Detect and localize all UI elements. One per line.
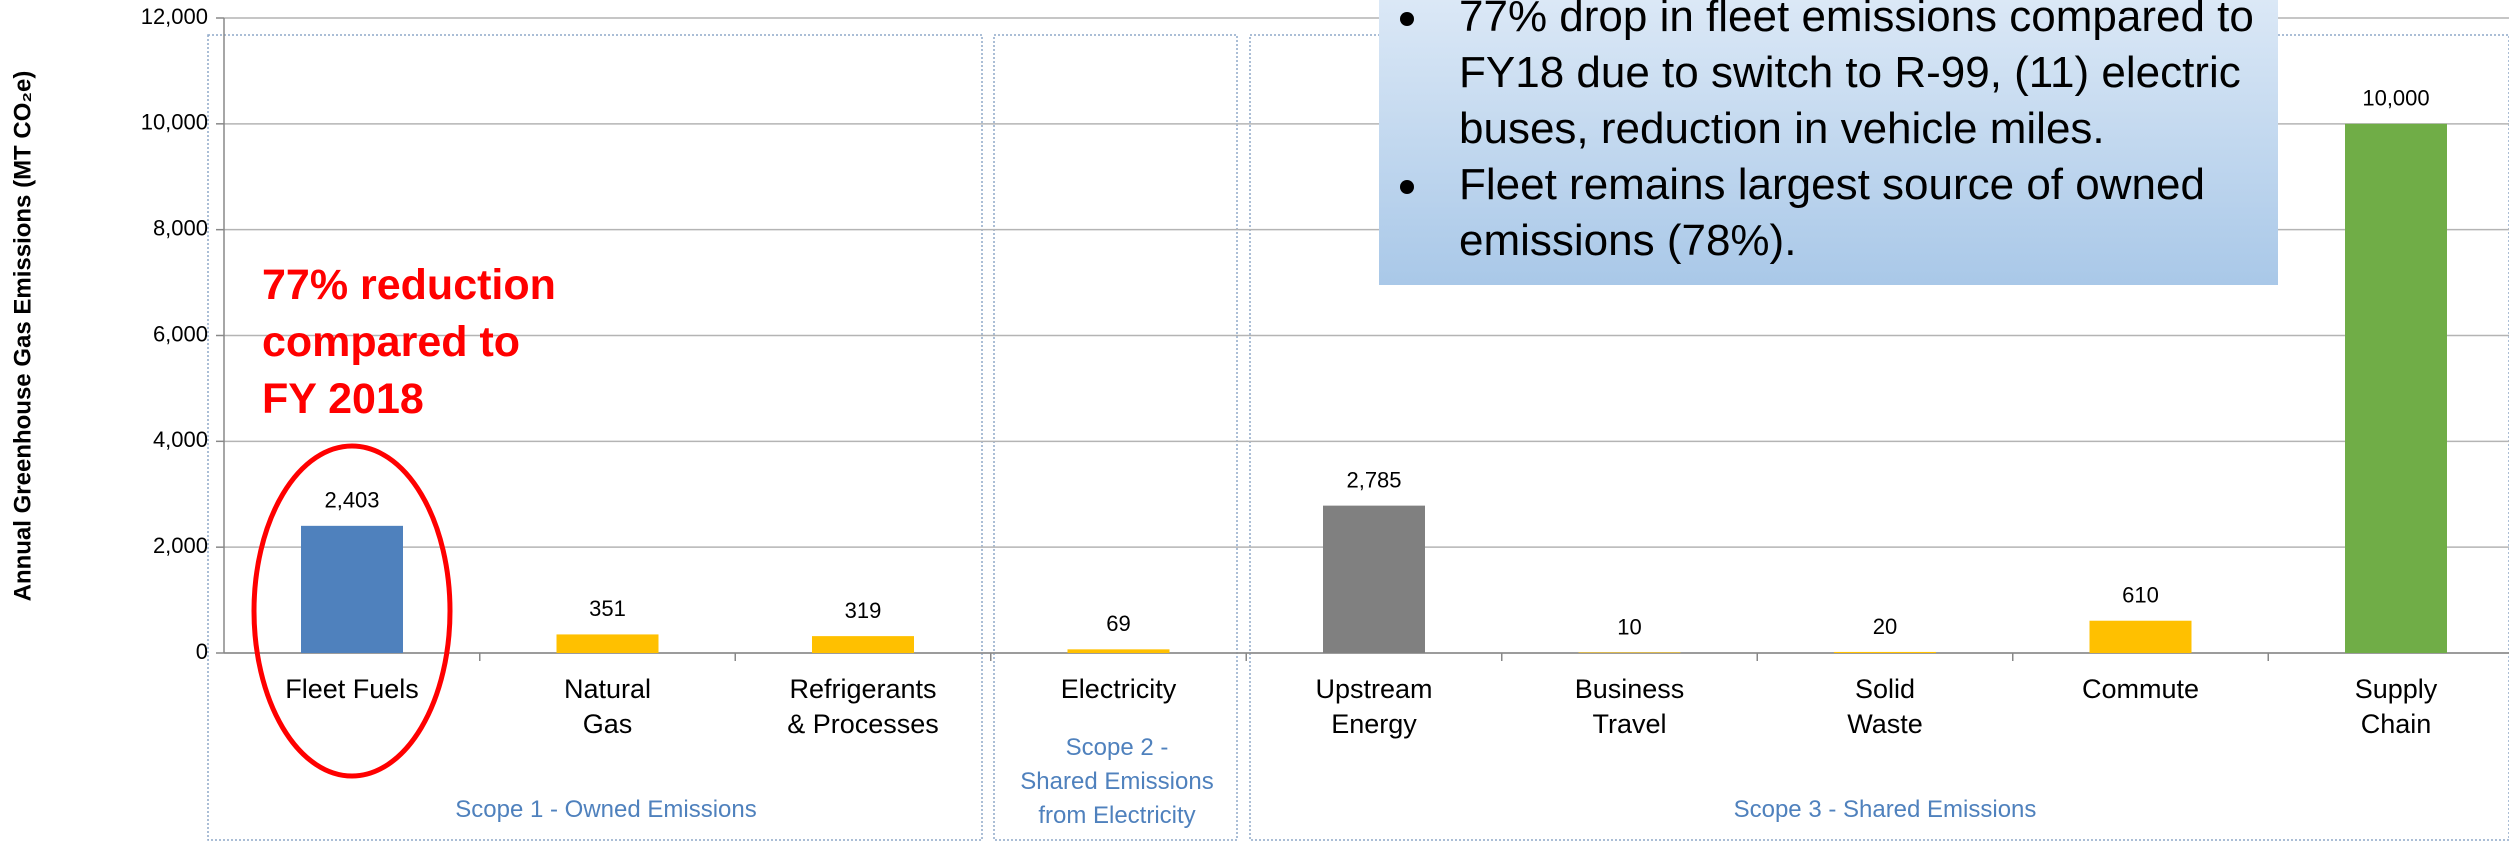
bar [1578, 652, 1681, 653]
bar [812, 636, 914, 653]
callout-text: 77% drop in fleet emissions compared to F… [1459, 0, 2254, 153]
x-tick-label: Fleet Fuels [285, 674, 419, 704]
y-tick-label: 12,000 [141, 4, 208, 29]
y-axis-title: Annual Greenhouse Gas Emissions (MT CO₂e… [9, 71, 36, 602]
y-tick-label: 6,000 [153, 321, 208, 346]
bar [556, 634, 659, 653]
x-tick-label: Electricity [1061, 674, 1177, 704]
group-label: Scope 2 -Shared Emissions from Electricit… [1020, 734, 1213, 829]
bullet [1400, 180, 1414, 194]
value-label: 20 [1873, 614, 1897, 639]
y-tick-label: 4,000 [153, 427, 208, 452]
bar [2345, 123, 2447, 654]
value-label: 10 [1617, 614, 1641, 639]
y-tick-label: 8,000 [153, 215, 208, 240]
bar [1323, 505, 1425, 653]
annotation: 77% reduction compared to FY 2018 [262, 261, 556, 423]
bar [1834, 651, 1936, 653]
x-tick-label: Supply Chain [2355, 674, 2438, 739]
group-label: Scope 1 - Owned Emissions [455, 796, 756, 823]
value-label: 2,785 [1346, 467, 1401, 492]
bullet [1400, 12, 1414, 26]
group-frame [207, 34, 983, 841]
value-label: 610 [2122, 583, 2159, 608]
group-label: Scope 3 - Shared Emissions [1734, 796, 2037, 823]
x-tick-label: Business Travel [1575, 674, 1685, 739]
value-label: 69 [1106, 611, 1130, 636]
y-tick-label: 2,000 [153, 533, 208, 558]
bar [301, 525, 403, 653]
x-tick-label: Solid Waste [1847, 674, 1923, 739]
bar [1067, 649, 1170, 653]
x-tick-label: Natural Gas [564, 674, 651, 739]
group-frame [993, 34, 1238, 841]
y-tick-label: 10,000 [141, 110, 208, 135]
value-label: 319 [845, 598, 882, 623]
callout-text: Fleet remains largest source of owned emi… [1459, 160, 2205, 265]
y-tick-label: 0 [196, 639, 208, 664]
value-label: 10,000 [2362, 86, 2429, 111]
x-tick-label: Upstream Energy [1315, 674, 1432, 739]
value-label: 2,403 [324, 488, 379, 513]
highlight-ellipse [251, 443, 453, 779]
x-tick-label: Refrigerants & Processes [787, 674, 939, 739]
x-tick-label: Commute [2082, 674, 2199, 704]
bar [2089, 620, 2192, 653]
callout-box [1379, 0, 2278, 285]
value-label: 351 [589, 596, 626, 621]
